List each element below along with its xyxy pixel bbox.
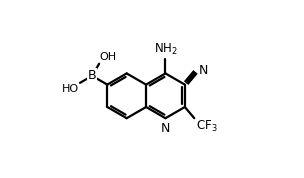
Text: N: N bbox=[199, 64, 208, 77]
Text: N: N bbox=[161, 122, 170, 135]
Text: HO: HO bbox=[62, 84, 79, 94]
Text: NH$_2$: NH$_2$ bbox=[154, 42, 177, 57]
Text: B: B bbox=[88, 69, 96, 82]
Text: OH: OH bbox=[99, 52, 117, 62]
Text: CF$_3$: CF$_3$ bbox=[196, 119, 217, 134]
